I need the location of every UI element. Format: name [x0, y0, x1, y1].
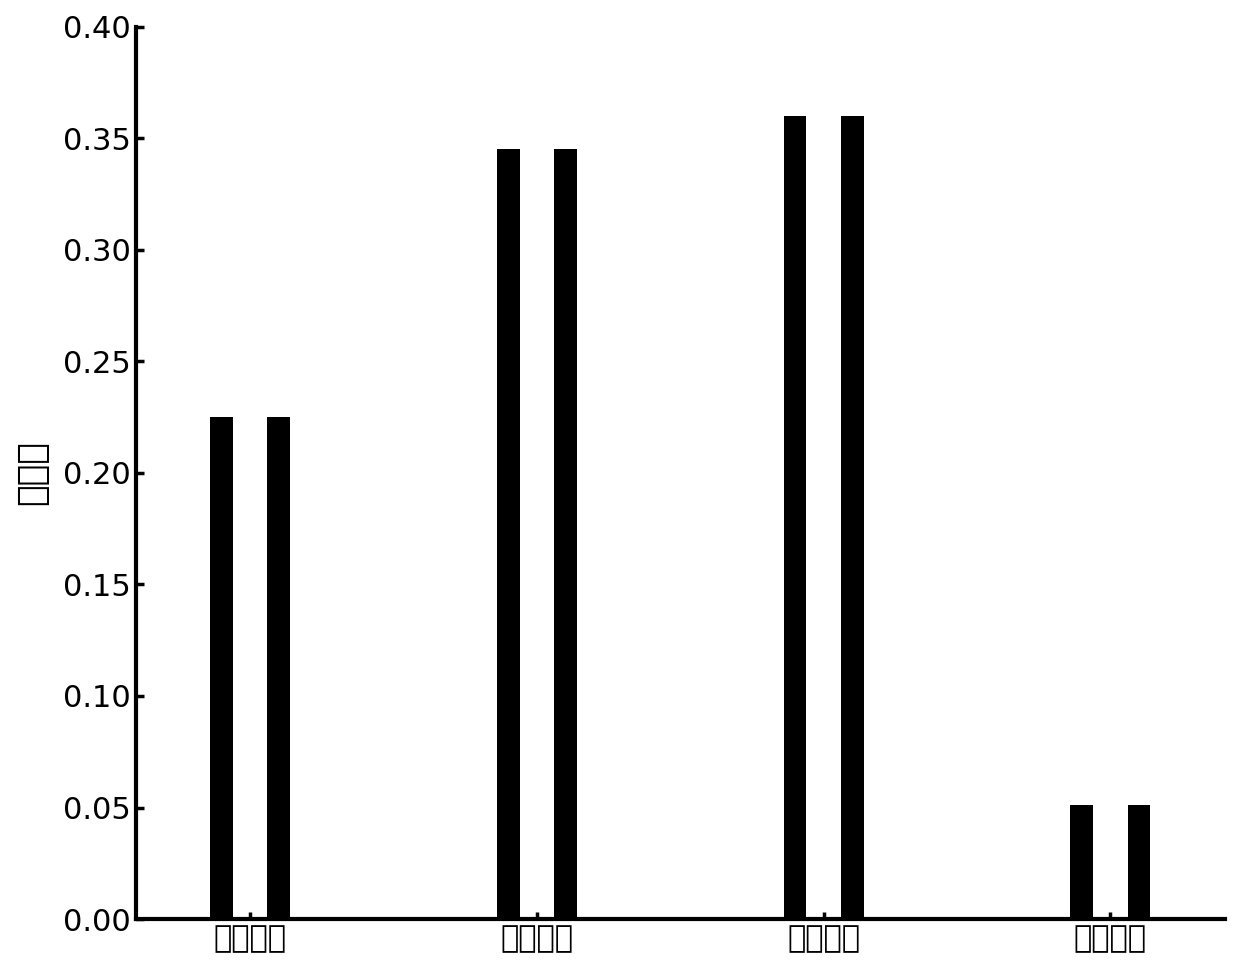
Bar — [268, 417, 290, 920]
Bar — [1127, 805, 1151, 920]
Bar — [497, 149, 520, 920]
Bar — [554, 149, 577, 920]
Bar — [1070, 805, 1094, 920]
Bar — [784, 116, 806, 920]
Bar — [210, 417, 233, 920]
Bar — [841, 116, 864, 920]
Y-axis label: 吸收值: 吸收值 — [15, 440, 50, 505]
